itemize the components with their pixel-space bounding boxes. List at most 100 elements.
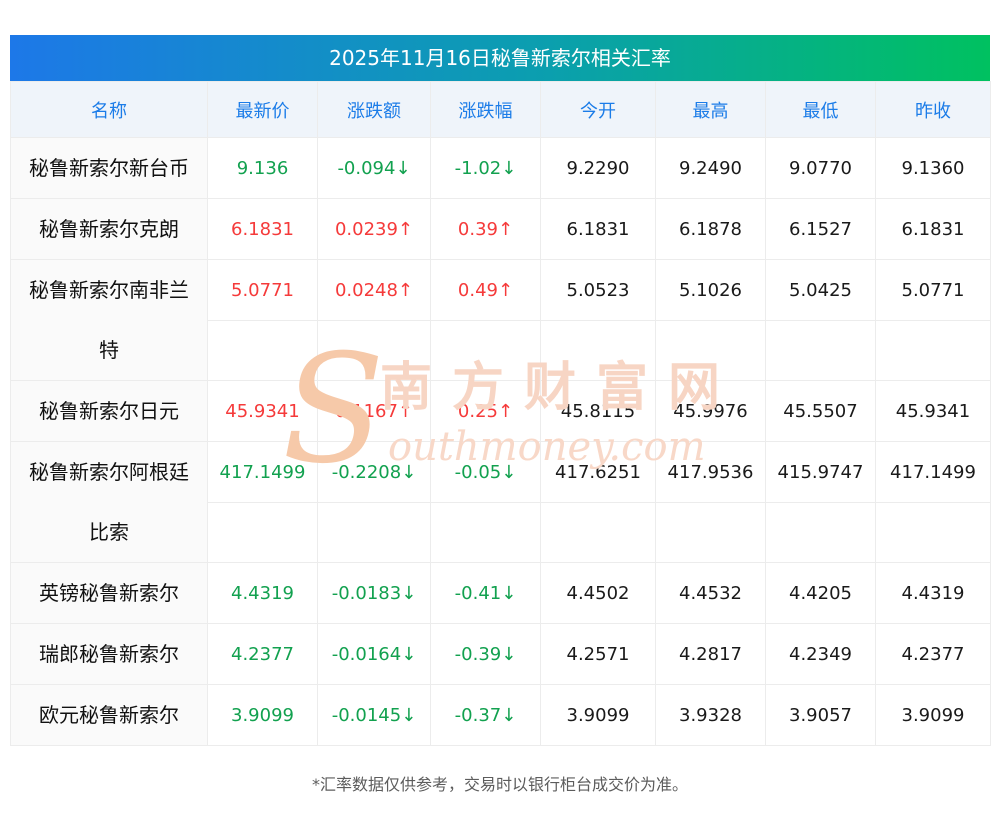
cell-change: -0.0183↓: [317, 562, 431, 624]
table-row: 瑞郎秘鲁新索尔 4.2377 -0.0164↓ -0.39↓ 4.2571 4.…: [10, 623, 991, 685]
cell-low: 4.2349: [765, 623, 876, 685]
col-header-pct: 涨跌幅: [430, 81, 541, 138]
col-header-open: 今开: [540, 81, 656, 138]
empty-cell: [207, 320, 318, 381]
cell-name: 秘鲁新索尔克朗: [10, 198, 208, 260]
empty-cell: [765, 320, 876, 381]
cell-change: -0.2208↓: [317, 441, 431, 503]
cell-low: 45.5507: [765, 380, 876, 442]
cell-prev: 417.1499: [875, 441, 991, 503]
cell-open: 45.8115: [540, 380, 656, 442]
empty-cell: [875, 502, 991, 563]
table-row: 秘鲁新索尔日元 45.9341 0.1167↑ 0.25↑ 45.8115 45…: [10, 380, 991, 442]
col-header-low: 最低: [765, 81, 876, 138]
cell-open: 417.6251: [540, 441, 656, 503]
cell-name: 欧元秘鲁新索尔: [10, 684, 208, 746]
cell-pct: 0.25↑: [430, 380, 541, 442]
empty-cell: [540, 320, 656, 381]
cell-pct: 0.39↑: [430, 198, 541, 260]
empty-cell: [430, 502, 541, 563]
cell-prev: 4.4319: [875, 562, 991, 624]
empty-cell: [207, 502, 318, 563]
table-row: 欧元秘鲁新索尔 3.9099 -0.0145↓ -0.37↓ 3.9099 3.…: [10, 684, 991, 746]
cell-prev: 9.1360: [875, 137, 991, 199]
table-row: 英镑秘鲁新索尔 4.4319 -0.0183↓ -0.41↓ 4.4502 4.…: [10, 562, 991, 624]
disclaimer: *汇率数据仅供参考，交易时以银行柜台成交价为准。: [311, 775, 688, 794]
rates-table: 名称 最新价 涨跌额 涨跌幅 今开 最高 最低 昨收 秘鲁新索尔新台币 9.13…: [10, 81, 991, 746]
cell-name: 秘鲁新索尔新台币: [10, 137, 208, 199]
cell-pct: -0.39↓: [430, 623, 541, 685]
cell-last: 417.1499: [207, 441, 318, 503]
cell-name: 秘鲁新索尔日元: [10, 380, 208, 442]
cell-high: 4.4532: [655, 562, 766, 624]
cell-pct: -0.37↓: [430, 684, 541, 746]
cell-open: 5.0523: [540, 259, 656, 321]
cell-low: 4.4205: [765, 562, 876, 624]
cell-high: 4.2817: [655, 623, 766, 685]
empty-cell: [655, 320, 766, 381]
cell-change: 0.0239↑: [317, 198, 431, 260]
col-header-name: 名称: [10, 81, 208, 138]
cell-change: 0.0248↑: [317, 259, 431, 321]
cell-change: -0.094↓: [317, 137, 431, 199]
cell-last: 6.1831: [207, 198, 318, 260]
empty-cell: [875, 320, 991, 381]
cell-prev: 45.9341: [875, 380, 991, 442]
cell-pct: -0.05↓: [430, 441, 541, 503]
cell-prev: 5.0771: [875, 259, 991, 321]
cell-prev: 3.9099: [875, 684, 991, 746]
cell-open: 3.9099: [540, 684, 656, 746]
cell-low: 9.0770: [765, 137, 876, 199]
empty-cell: [655, 502, 766, 563]
cell-open: 4.4502: [540, 562, 656, 624]
cell-last: 3.9099: [207, 684, 318, 746]
rates-table-wrap: 名称 最新价 涨跌额 涨跌幅 今开 最高 最低 昨收 秘鲁新索尔新台币 9.13…: [10, 81, 991, 746]
cell-prev: 4.2377: [875, 623, 991, 685]
col-header-high: 最高: [655, 81, 766, 138]
col-header-prev: 昨收: [875, 81, 991, 138]
cell-high: 3.9328: [655, 684, 766, 746]
cell-name: 英镑秘鲁新索尔: [10, 562, 208, 624]
cell-last: 4.4319: [207, 562, 318, 624]
cell-high: 417.9536: [655, 441, 766, 503]
cell-open: 6.1831: [540, 198, 656, 260]
cell-name: 秘鲁新索尔南非兰特: [10, 259, 208, 381]
table-row-overflow: [11, 502, 991, 563]
cell-low: 415.9747: [765, 441, 876, 503]
cell-pct: 0.49↑: [430, 259, 541, 321]
cell-name: 瑞郎秘鲁新索尔: [10, 623, 208, 685]
cell-high: 45.9976: [655, 380, 766, 442]
cell-open: 4.2571: [540, 623, 656, 685]
empty-cell: [540, 502, 656, 563]
cell-high: 5.1026: [655, 259, 766, 321]
header-row: 名称 最新价 涨跌额 涨跌幅 今开 最高 最低 昨收: [10, 81, 991, 138]
content-area: 2025年11月16日秘鲁新索尔相关汇率 名称 最新价 涨跌额 涨跌幅 今开 最…: [10, 35, 991, 795]
cell-last: 5.0771: [207, 259, 318, 321]
table-row: 秘鲁新索尔克朗 6.1831 0.0239↑ 0.39↑ 6.1831 6.18…: [10, 198, 991, 260]
cell-low: 6.1527: [765, 198, 876, 260]
cell-low: 5.0425: [765, 259, 876, 321]
cell-change: -0.0145↓: [317, 684, 431, 746]
table-row: 秘鲁新索尔阿根廷比索 417.1499 -0.2208↓ -0.05↓ 417.…: [10, 441, 991, 563]
cell-change: 0.1167↑: [317, 380, 431, 442]
cell-name: 秘鲁新索尔阿根廷比索: [10, 441, 208, 563]
empty-cell: [317, 502, 431, 563]
table-row: 秘鲁新索尔新台币 9.136 -0.094↓ -1.02↓ 9.2290 9.2…: [10, 137, 991, 199]
cell-high: 9.2490: [655, 137, 766, 199]
empty-cell: [317, 320, 431, 381]
cell-last: 45.9341: [207, 380, 318, 442]
page-title: 2025年11月16日秘鲁新索尔相关汇率: [10, 35, 990, 81]
cell-prev: 6.1831: [875, 198, 991, 260]
empty-cell: [430, 320, 541, 381]
col-header-last: 最新价: [207, 81, 318, 138]
page-title-text: 2025年11月16日秘鲁新索尔相关汇率: [329, 46, 671, 70]
col-header-change: 涨跌额: [317, 81, 431, 138]
cell-change: -0.0164↓: [317, 623, 431, 685]
cell-open: 9.2290: [540, 137, 656, 199]
cell-pct: -0.41↓: [430, 562, 541, 624]
cell-low: 3.9057: [765, 684, 876, 746]
cell-last: 4.2377: [207, 623, 318, 685]
cell-pct: -1.02↓: [430, 137, 541, 199]
empty-cell: [765, 502, 876, 563]
